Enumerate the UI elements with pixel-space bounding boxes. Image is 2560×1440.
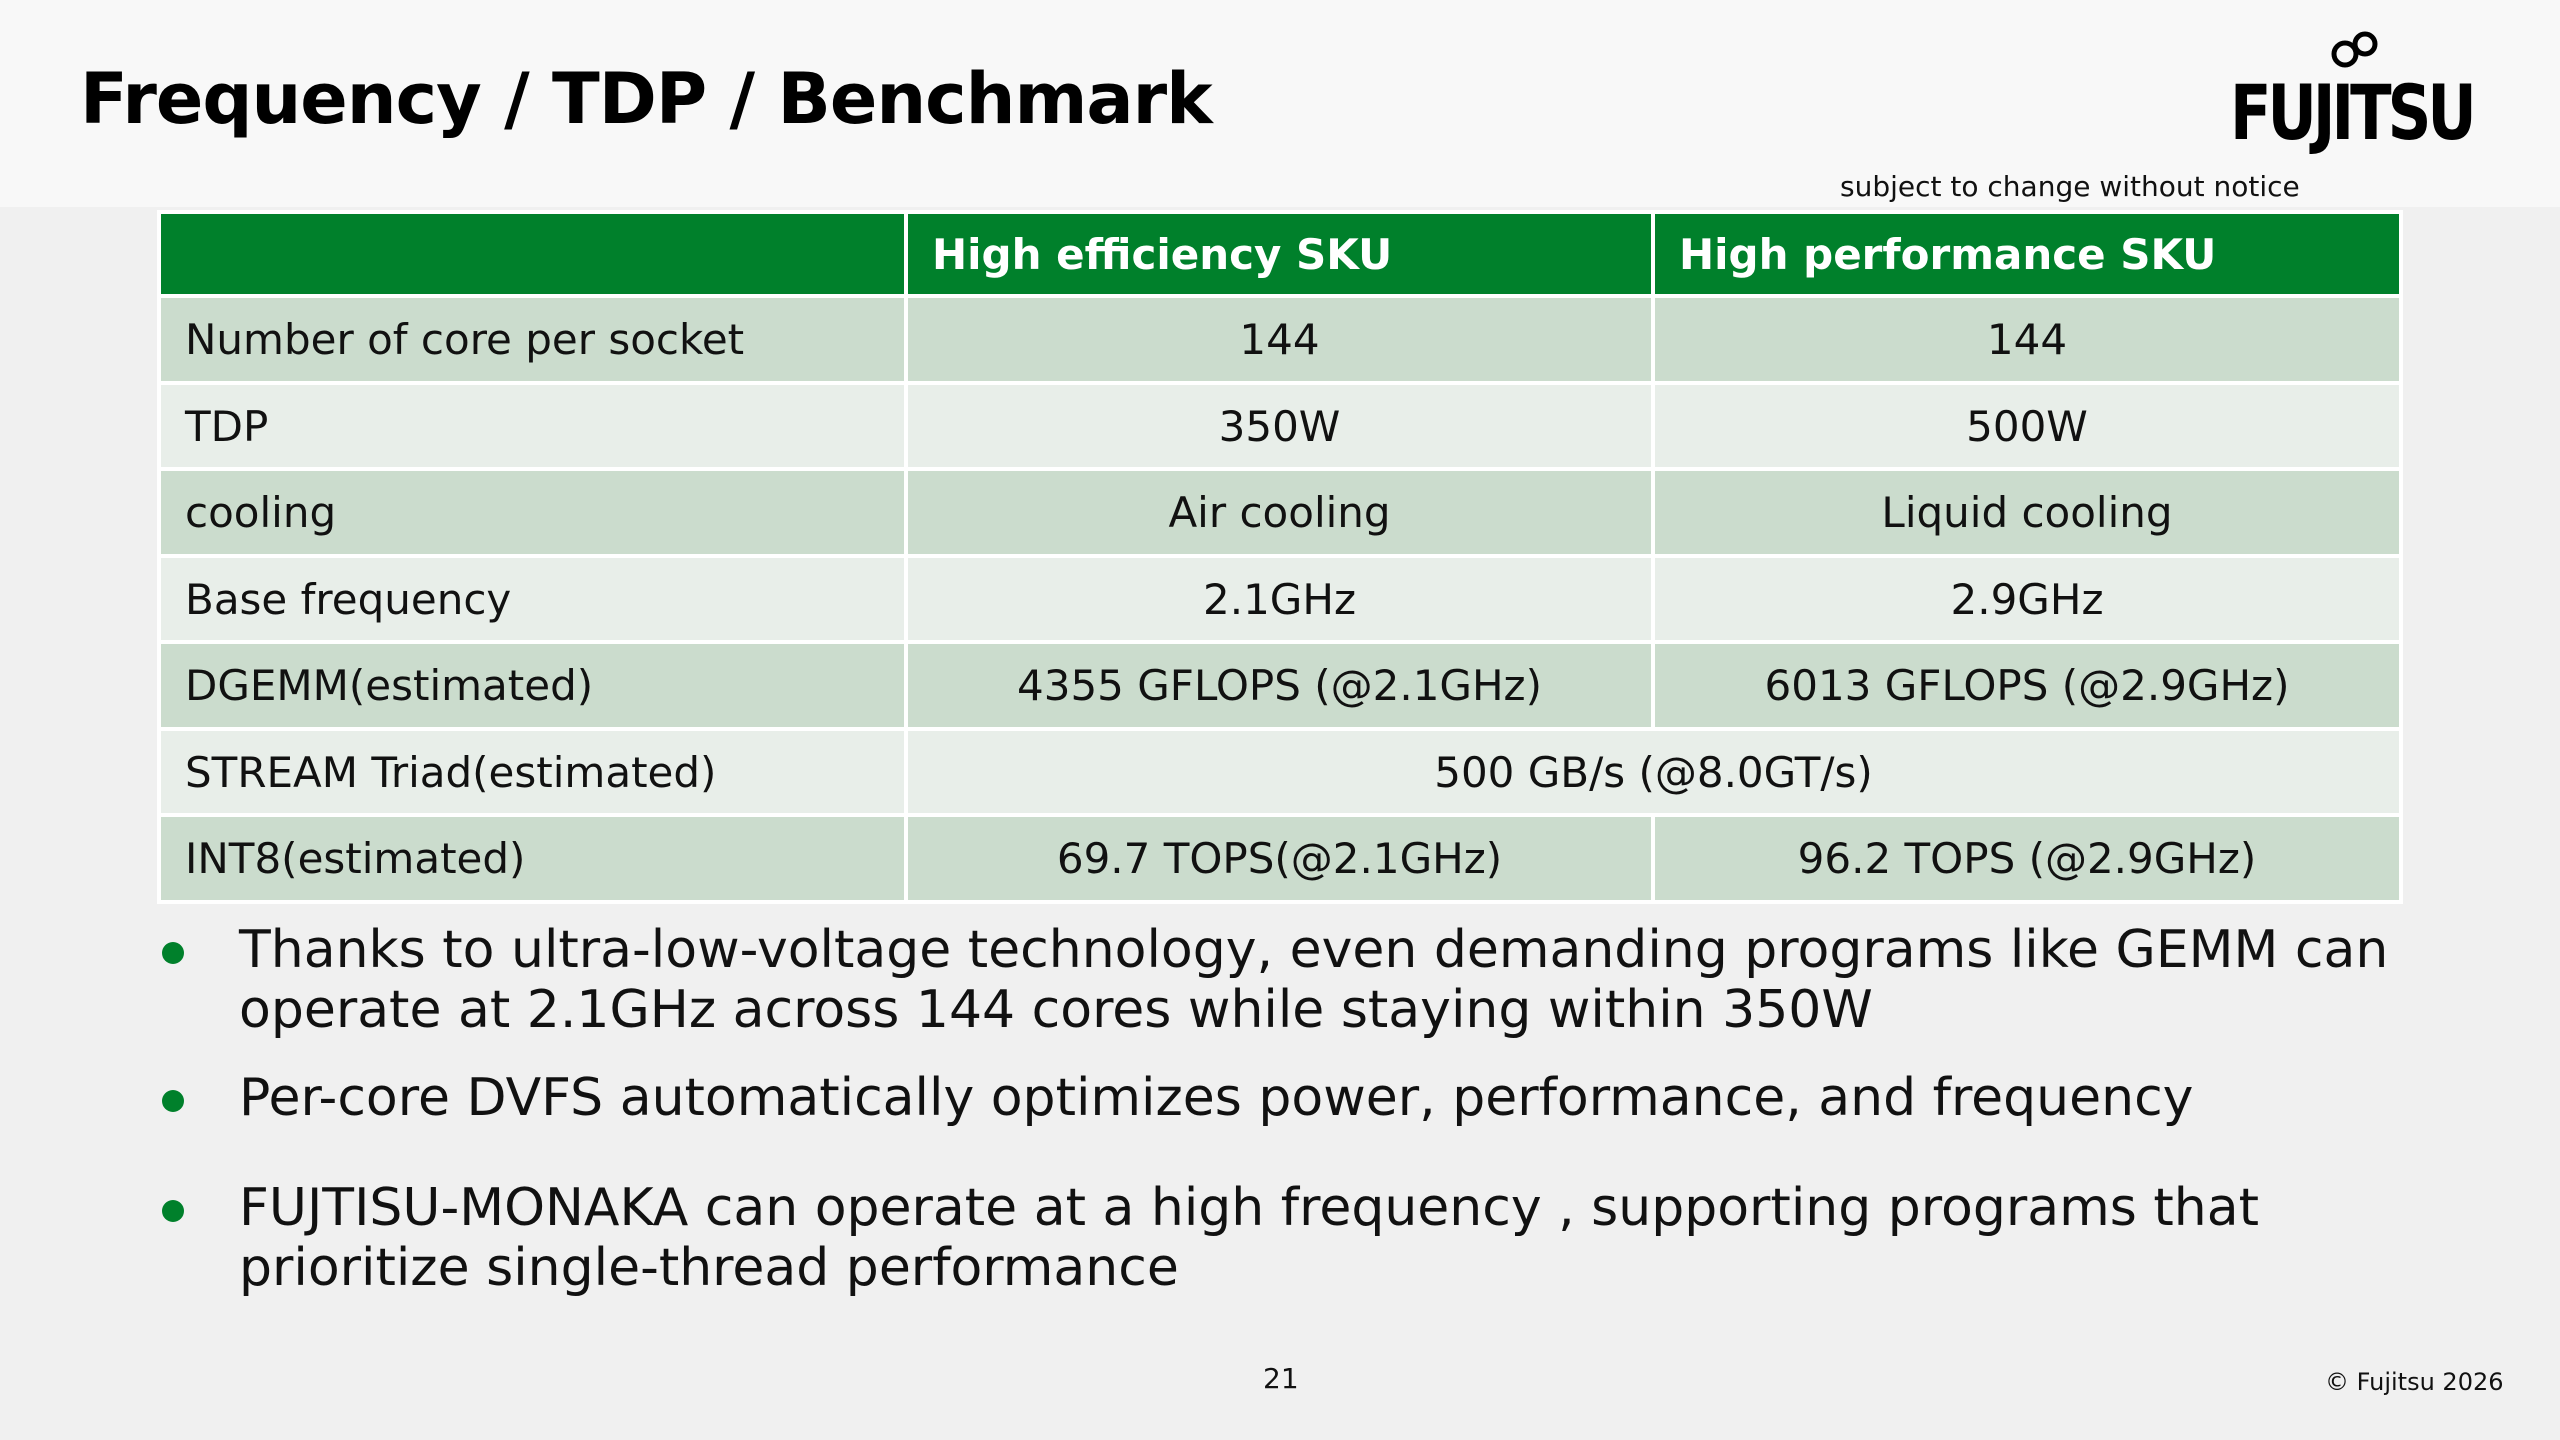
row-label: DGEMM(estimated): [157, 640, 908, 731]
table-header-high-efficiency: High efficiency SKU: [904, 209, 1655, 299]
bullet-dot-icon: [162, 1090, 184, 1112]
bullet-text: Per-core DVFS automatically optimizes po…: [239, 1068, 2194, 1128]
high-performance-value: Liquid cooling: [1651, 467, 2403, 558]
high-efficiency-value: 4355 GFLOPS (@2.1GHz): [904, 640, 1655, 731]
high-efficiency-value: 144: [904, 294, 1655, 385]
row-label: Number of core per socket: [157, 294, 908, 385]
high-efficiency-value: 2.1GHz: [904, 553, 1655, 645]
high-performance-value: 500W: [1651, 380, 2403, 472]
fujitsu-logo: FUJITSU: [2230, 30, 2490, 160]
high-performance-value: 6013 GFLOPS (@2.9GHz): [1651, 640, 2403, 731]
table-row: STREAM Triad(estimated) 500 GB/s (@8.0GT…: [157, 726, 2403, 818]
list-item: Thanks to ultra-low-voltage technology, …: [157, 920, 2417, 1040]
table-row: INT8(estimated) 69.7 TOPS(@2.1GHz) 96.2 …: [157, 813, 2403, 904]
row-label: cooling: [157, 467, 908, 558]
slide-title: Frequency / TDP / Benchmark: [80, 58, 1213, 140]
table-row: TDP 350W 500W: [157, 380, 2403, 472]
table-row: cooling Air cooling Liquid cooling: [157, 467, 2403, 558]
row-label: TDP: [157, 380, 908, 472]
high-performance-value: 2.9GHz: [1651, 553, 2403, 645]
infinity-loop-icon: [2331, 31, 2378, 68]
table-header-empty: [157, 209, 908, 299]
high-efficiency-value: Air cooling: [904, 467, 1655, 558]
list-item: Per-core DVFS automatically optimizes po…: [157, 1068, 2417, 1128]
high-efficiency-value: 69.7 TOPS(@2.1GHz): [904, 813, 1655, 904]
header-band: [0, 0, 2560, 207]
table-header-row: High efficiency SKU High performance SKU: [157, 209, 2403, 299]
high-performance-value: 96.2 TOPS (@2.9GHz): [1651, 813, 2403, 904]
row-label: INT8(estimated): [157, 813, 908, 904]
table-row: Number of core per socket 144 144: [157, 294, 2403, 385]
table-row: DGEMM(estimated) 4355 GFLOPS (@2.1GHz) 6…: [157, 640, 2403, 731]
bullet-text: FUJTISU-MONAKA can operate at a high fre…: [239, 1178, 2259, 1298]
table-header-high-performance: High performance SKU: [1651, 209, 2403, 299]
high-efficiency-value: 350W: [904, 380, 1655, 472]
bullet-dot-icon: [162, 942, 184, 964]
logo-text: FUJITSU: [2230, 68, 2477, 157]
bullet-list: Thanks to ultra-low-voltage technology, …: [157, 920, 2417, 1298]
page-number: 21: [1263, 1362, 1299, 1395]
list-item: FUJTISU-MONAKA can operate at a high fre…: [157, 1178, 2417, 1298]
bullet-dot-icon: [162, 1200, 184, 1222]
bullet-text: Thanks to ultra-low-voltage technology, …: [239, 920, 2389, 1040]
row-label: Base frequency: [157, 553, 908, 645]
copyright: © Fujitsu 2026: [2325, 1368, 2504, 1396]
high-performance-value: 144: [1651, 294, 2403, 385]
row-label: STREAM Triad(estimated): [157, 726, 908, 818]
change-notice: subject to change without notice: [1840, 170, 2300, 203]
spec-table: High efficiency SKU High performance SKU…: [157, 209, 2403, 904]
merged-value: 500 GB/s (@8.0GT/s): [904, 726, 2403, 818]
table-row: Base frequency 2.1GHz 2.9GHz: [157, 553, 2403, 645]
